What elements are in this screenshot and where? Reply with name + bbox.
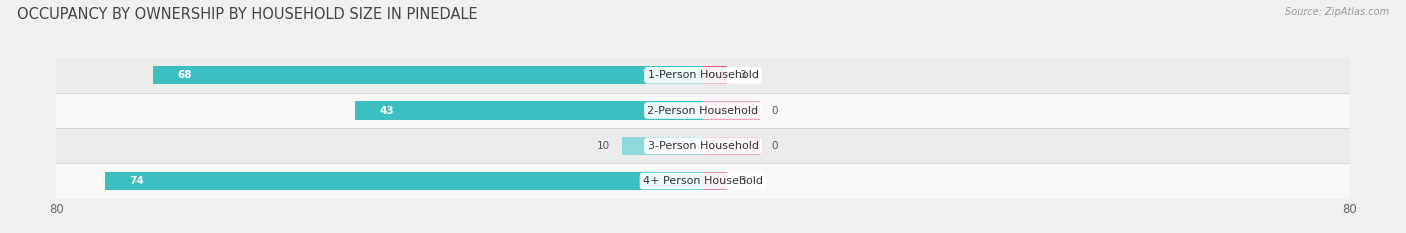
Text: 3: 3 — [740, 70, 747, 80]
Legend: Owner-occupied, Renter-occupied: Owner-occupied, Renter-occupied — [582, 232, 824, 233]
Text: 10: 10 — [598, 141, 610, 151]
Bar — [153, 66, 703, 84]
Bar — [356, 101, 703, 120]
Text: 3: 3 — [740, 176, 747, 186]
Bar — [56, 163, 1350, 199]
Bar — [104, 172, 703, 190]
Text: 68: 68 — [177, 70, 193, 80]
Text: 3-Person Household: 3-Person Household — [648, 141, 758, 151]
Bar — [703, 101, 759, 120]
Text: OCCUPANCY BY OWNERSHIP BY HOUSEHOLD SIZE IN PINEDALE: OCCUPANCY BY OWNERSHIP BY HOUSEHOLD SIZE… — [17, 7, 478, 22]
Bar — [56, 93, 1350, 128]
Text: 0: 0 — [772, 106, 778, 116]
Text: Source: ZipAtlas.com: Source: ZipAtlas.com — [1285, 7, 1389, 17]
Bar — [56, 58, 1350, 93]
Text: 43: 43 — [380, 106, 394, 116]
Text: 4+ Person Household: 4+ Person Household — [643, 176, 763, 186]
Text: 74: 74 — [129, 176, 143, 186]
Bar — [703, 66, 727, 84]
Bar — [703, 172, 727, 190]
Bar — [703, 137, 759, 155]
Bar — [623, 137, 703, 155]
Text: 2-Person Household: 2-Person Household — [647, 106, 759, 116]
Text: 1-Person Household: 1-Person Household — [648, 70, 758, 80]
Text: 0: 0 — [772, 141, 778, 151]
Bar — [56, 128, 1350, 163]
